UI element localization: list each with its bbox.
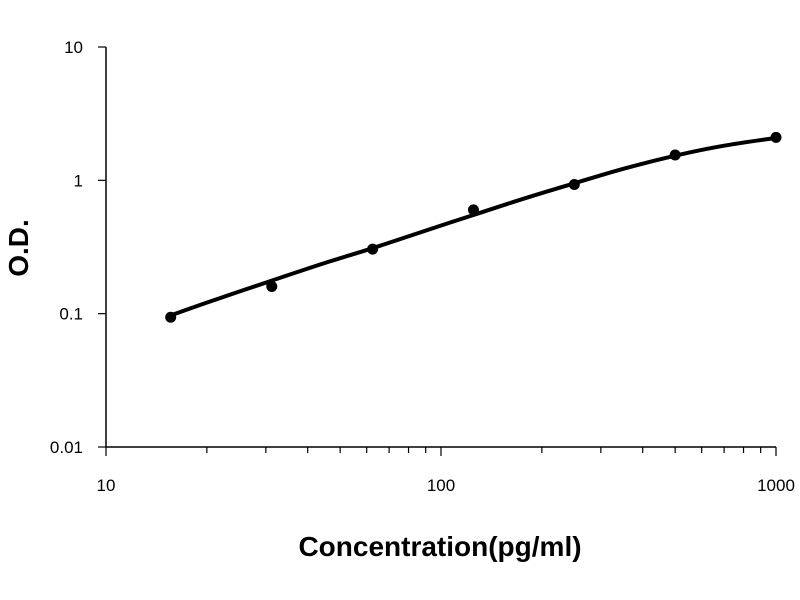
fit-curve [168, 135, 778, 318]
y-axis-title: O.D. [3, 219, 34, 277]
data-points [165, 131, 782, 323]
data-point [467, 204, 479, 216]
data-point [669, 149, 681, 161]
data-point [165, 311, 177, 323]
data-point [568, 179, 580, 191]
data-point [770, 131, 782, 143]
data-point [266, 280, 278, 292]
y-tick-label: 0.1 [59, 305, 83, 324]
y-tick-label: 0.01 [50, 438, 83, 457]
y-tick-label: 10 [64, 38, 83, 57]
y-tick-labels: 10 1 0.1 0.01 [50, 38, 83, 457]
axes [105, 47, 776, 448]
x-tick-label: 100 [427, 476, 455, 495]
y-tick-label: 1 [74, 171, 83, 190]
x-axis-title: Concentration(pg/ml) [298, 531, 581, 562]
x-tick-label: 1000 [757, 476, 795, 495]
data-point [367, 243, 379, 255]
tick-marks [98, 46, 777, 456]
x-tick-labels: 10 100 1000 [97, 476, 795, 495]
x-tick-label: 10 [97, 476, 116, 495]
